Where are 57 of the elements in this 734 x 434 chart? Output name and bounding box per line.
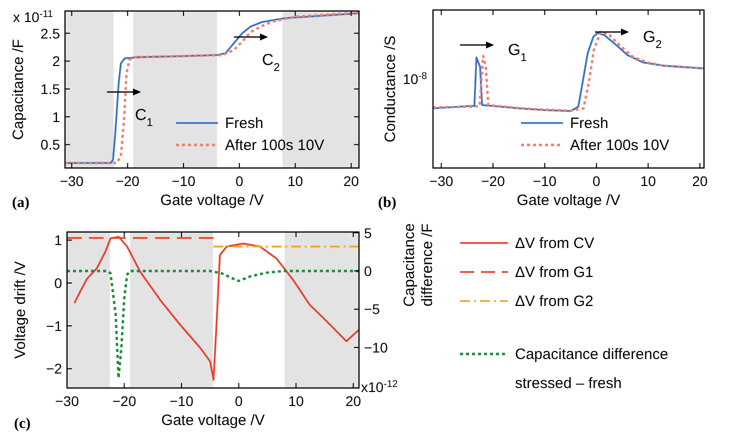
text: x 10$^{-11}$ (13, 8, 53, 25)
annotation: G$_{2}$ (643, 29, 662, 51)
y-axis-title: Voltage drift /V (12, 261, 29, 359)
annotation: G$_{1}$ (508, 42, 527, 64)
x-tick-label: −20 (481, 173, 506, 189)
legend-label: After 100s 10V (570, 137, 670, 154)
x-tick-label: −20 (112, 393, 136, 409)
x-tick-label: 0 (234, 393, 243, 409)
y-tick-label: 2 (52, 53, 60, 70)
annotation: C$_{1}$ (135, 107, 153, 129)
x-tick-label: 0 (235, 173, 244, 189)
annotation: C$_{2}$ (262, 52, 280, 74)
y-tick-label: −2 (46, 360, 62, 377)
x-tick-label: 20 (343, 173, 360, 189)
x-tick-label: −10 (170, 393, 194, 409)
y-tick-label: 0 (54, 275, 62, 291)
legend-label: Capacitance difference stressed – fresh (515, 346, 668, 392)
x-tick-label: −10 (172, 173, 196, 189)
y-axis-title: Capacitance /F (10, 39, 27, 140)
legend-label: ΔV from CV (515, 235, 594, 252)
y-tick-label: 0.5 (40, 136, 60, 153)
x-axis-title: Gate voltage /V (160, 192, 264, 209)
x-tick-label: −30 (60, 173, 84, 189)
x-tick-label: −20 (116, 173, 140, 189)
y2-tick-label: −5 (364, 301, 380, 318)
y2-tick-label: 0 (364, 263, 372, 279)
x-axis-title: Gate voltage /V (161, 412, 265, 429)
x-tick-label: 0 (592, 173, 601, 189)
text: x10$^{-12}$ (361, 378, 398, 395)
x-axis-title: Gate voltage /V (516, 192, 620, 209)
x-tick-label: 20 (692, 173, 708, 189)
y-tick-label: 1 (54, 232, 62, 248)
y-tick-label: −1 (46, 318, 62, 334)
line-series (67, 270, 359, 380)
y2-tick-label: −10 (364, 339, 388, 356)
x-tick-label: −30 (429, 173, 454, 189)
y-axis-title: Conductance /S (382, 36, 399, 142)
y-tick-label: 1.5 (40, 80, 60, 97)
legend-label: Fresh (225, 115, 264, 132)
text: 10$^{-8}$ (402, 70, 428, 87)
x-tick-label: 10 (288, 393, 304, 409)
text: (c) (14, 416, 31, 432)
text: (b) (378, 195, 396, 211)
legend-label: ΔV from G1 (515, 264, 594, 281)
y2-axis-title: Capacitance difference /F (401, 223, 436, 307)
y-tick-label: 1 (52, 108, 60, 125)
y2-tick-label: 5 (364, 224, 372, 241)
x-tick-label: 10 (287, 173, 304, 189)
x-tick-label: −10 (532, 173, 557, 189)
legend-label: Fresh (570, 115, 608, 132)
legend-label: After 100s 10V (225, 137, 324, 154)
x-tick-label: 20 (345, 393, 362, 409)
text: (a) (12, 195, 30, 211)
legend-label: ΔV from G2 (515, 293, 594, 310)
y-tick-label: 2.5 (40, 25, 60, 42)
x-tick-label: 10 (640, 173, 656, 189)
x-tick-label: −30 (55, 393, 80, 409)
